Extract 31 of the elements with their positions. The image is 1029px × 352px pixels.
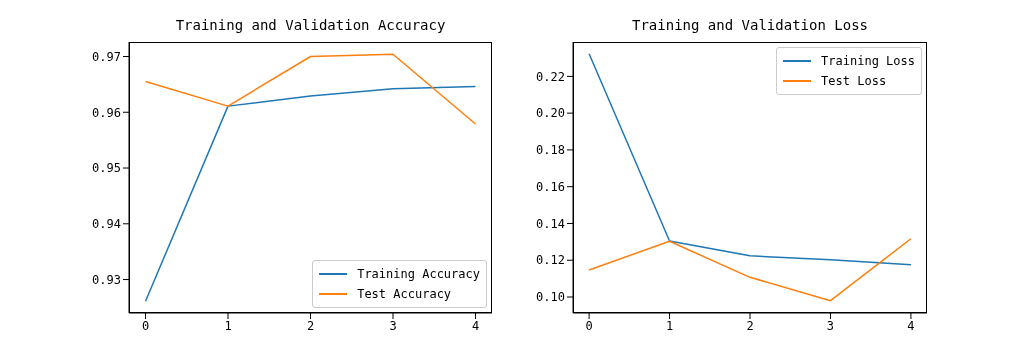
x-tick-label: 3 <box>826 318 835 333</box>
y-tick-label: 0.14 <box>536 216 565 231</box>
y-tick-label: 0.94 <box>92 217 121 232</box>
legend-label: Training Accuracy <box>357 267 480 281</box>
y-tick-label: 0.97 <box>92 49 121 64</box>
chart-title: Training and Validation Accuracy <box>174 17 447 33</box>
x-tick-label: 2 <box>306 318 315 333</box>
legend-label: Test Loss <box>821 74 887 88</box>
y-tick-label: 0.96 <box>92 105 121 120</box>
y-tick-label: 0.20 <box>536 106 565 121</box>
y-tick-label: 0.10 <box>536 290 565 305</box>
y-tick-label: 0.12 <box>536 253 565 268</box>
y-tick-label: 0.16 <box>536 179 565 194</box>
x-tick-label: 4 <box>471 318 480 333</box>
x-tick-label: 1 <box>224 318 232 333</box>
line-series <box>144 53 477 125</box>
line-series <box>588 237 912 302</box>
y-tick-label: 0.18 <box>536 143 565 158</box>
x-tick-label: 0 <box>585 318 593 333</box>
y-tick-label: 0.93 <box>92 272 121 287</box>
y-tick-label: 0.95 <box>92 161 121 176</box>
x-tick-label: 0 <box>141 318 150 333</box>
y-tick-label: 0.22 <box>536 69 565 84</box>
x-tick-label: 2 <box>746 318 754 333</box>
x-tick-label: 1 <box>665 318 674 333</box>
x-tick-label: 4 <box>907 318 915 333</box>
chart-title: Training and Validation Loss <box>631 17 869 33</box>
line-series <box>588 53 912 266</box>
legend-label: Training Loss <box>821 54 915 68</box>
legend-label: Test Accuracy <box>357 287 452 301</box>
x-tick-label: 3 <box>389 318 397 333</box>
